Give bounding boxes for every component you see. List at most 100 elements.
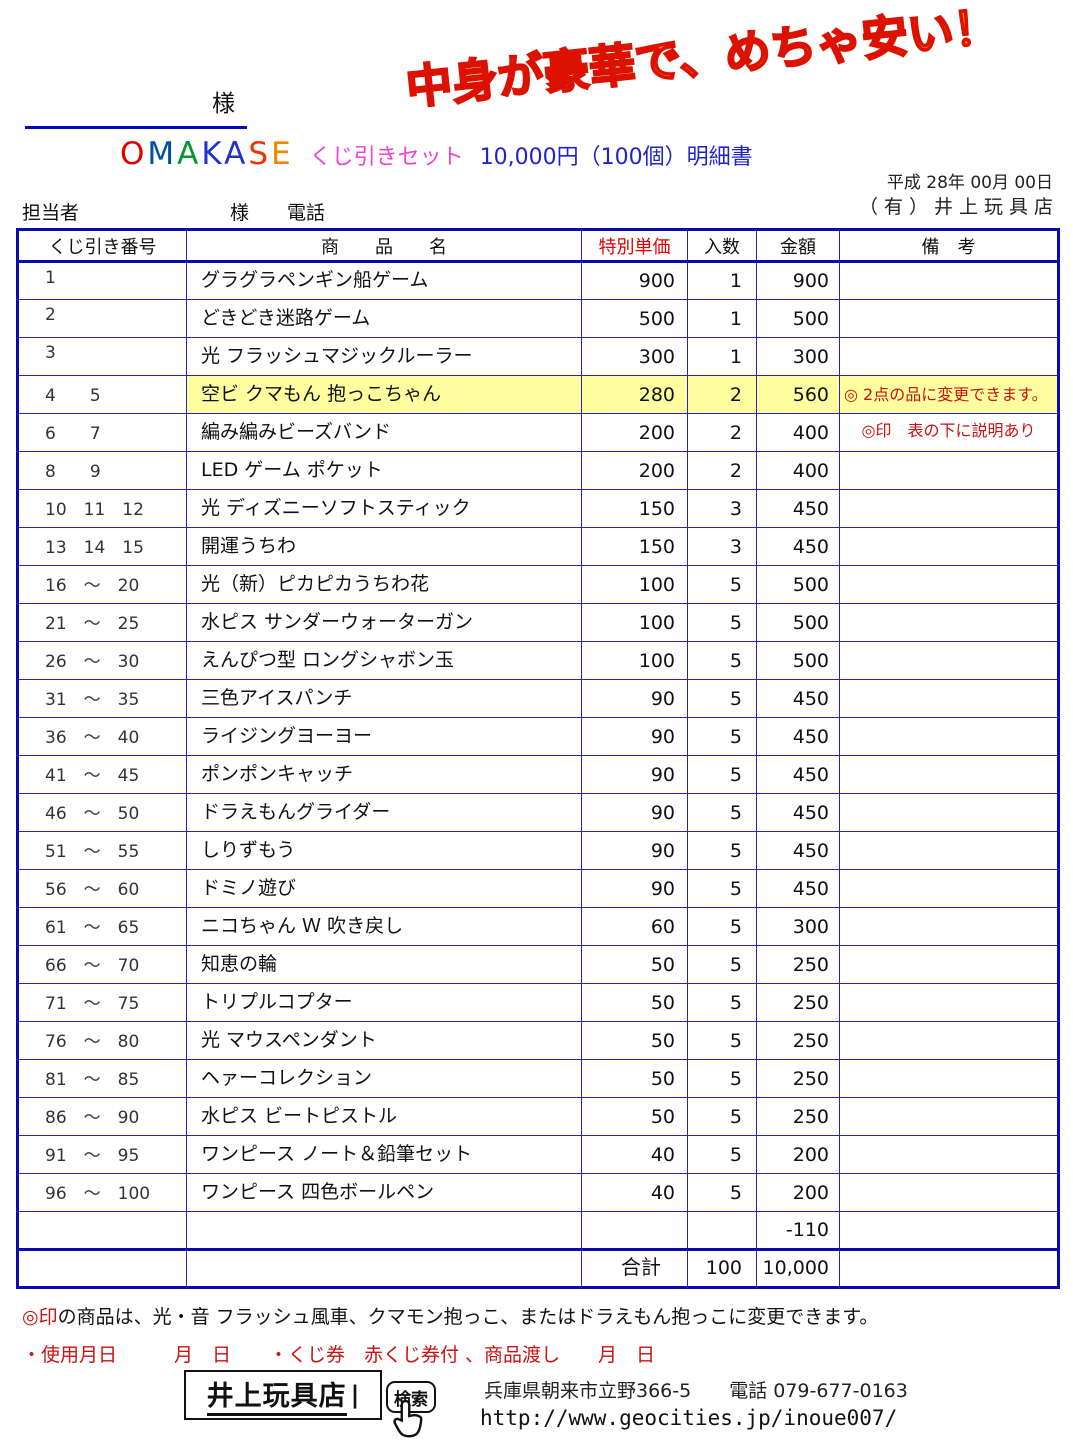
cell-remark (839, 261, 1059, 300)
cell-name: 空ビ クマもん 抱っこちゃん (186, 375, 582, 414)
cell-qty: 3 (687, 489, 757, 528)
table-row: 41 ～ 45 ポンポンキャッチ 90 5 450 (17, 755, 1059, 794)
cell-amt: 500 (756, 565, 840, 604)
cell-name: えんぴつ型 ロングシャボン玉 (186, 641, 582, 680)
brand-letter: K (201, 136, 225, 172)
cell-remark (839, 679, 1059, 718)
cell-amt: 450 (756, 755, 840, 794)
cell-no (17, 1211, 187, 1250)
cell-remark (839, 489, 1059, 528)
cell-qty: 2 (687, 375, 757, 414)
cell-qty: 2 (687, 451, 757, 490)
cell-qty: 2 (687, 413, 757, 452)
date-text: 平成 28年 00月 00日 (886, 173, 1053, 193)
cell-amt: 450 (756, 831, 840, 870)
cell-no: 76 ～ 80 (17, 1021, 187, 1060)
table-row: 56 ～ 60 ドミノ遊び 90 5 450 (17, 869, 1059, 908)
cell-price: 50 (581, 1021, 688, 1060)
cell-no: 2 (17, 299, 187, 338)
cell-no: 4 5 (17, 375, 187, 414)
cell-qty: 1 (687, 261, 757, 300)
cell-amt: 250 (756, 1059, 840, 1098)
cell-amt: 450 (756, 869, 840, 908)
cell-remark (839, 565, 1059, 604)
table-row: 66 ～ 70 知恵の輪 50 5 250 (17, 945, 1059, 984)
table-row: 71 ～ 75 トリプルコプター 50 5 250 (17, 983, 1059, 1022)
cell-amt: 300 (756, 337, 840, 376)
tel-label: 電話 (287, 202, 326, 224)
cell-no: 96 ～ 100 (17, 1173, 187, 1212)
cell-price: 40 (581, 1135, 688, 1174)
table-row: 81 ～ 85 ヘァーコレクション 50 5 250 (17, 1059, 1059, 1098)
cell-qty: 5 (687, 1059, 757, 1098)
cell-amt: 900 (756, 261, 840, 300)
cell-amt: 400 (756, 451, 840, 490)
cell-no: 26 ～ 30 (17, 641, 187, 680)
cell-remark (839, 755, 1059, 794)
set-label: くじ引きセット (309, 145, 464, 170)
address-text: 兵庫県朝来市立野366-5 電話 079-677-0163 (484, 1380, 908, 1402)
cell-no: 46 ～ 50 (17, 793, 187, 832)
cell-qty: 5 (687, 869, 757, 908)
cell-qty: 5 (687, 831, 757, 870)
url-text[interactable]: http://www.geocities.jp/inoue007/ (480, 1406, 898, 1430)
cell-qty: 5 (687, 679, 757, 718)
customer-name-suffix: 様 (212, 91, 235, 117)
note-change-text: の商品は、光・音 フラッシュ風車、クマモン抱っこ、またはドラえもん抱っこに変更で… (57, 1306, 879, 1328)
cell-price (581, 1211, 688, 1250)
cell-price: 90 (581, 755, 688, 794)
column-header-qty: 入数 (687, 229, 757, 263)
cell-name: LED ゲーム ポケット (186, 451, 582, 490)
table-row: 16 ～ 20 光（新）ピカピカうちわ花 100 5 500 (17, 565, 1059, 604)
cell-price: 200 (581, 413, 688, 452)
product-table: くじ引き番号 商 品 名 特別単価 入数 金額 備 考 1 グラグラペンギン船ゲー… (16, 228, 1060, 1289)
cell-amount: -110 (756, 1211, 840, 1250)
cell-no: 81 ～ 85 (17, 1059, 187, 1098)
brand-letter: M (147, 136, 178, 172)
cell-remark (839, 337, 1059, 376)
table-row: 10 11 12 光 ディズニーソフトスティック 150 3 450 (17, 489, 1059, 528)
cell-name: 光（新）ピカピカうちわ花 (186, 565, 582, 604)
cell-qty: 5 (687, 1021, 757, 1060)
note-usage: ・使用月日 月 日 ・くじ券 赤くじ券付 、商品渡し 月 日 (22, 1344, 656, 1366)
staff-suffix: 様 (230, 202, 250, 224)
note-change: ◎印の商品は、光・音 フラッシュ風車、クマモン抱っこ、またはドラえもん抱っこに変… (22, 1302, 878, 1329)
cell-amt: 300 (756, 907, 840, 946)
cell-name: 開運うちわ (186, 527, 582, 566)
table-row: 8 9 LED ゲーム ポケット 200 2 400 (17, 451, 1059, 490)
cell-qty: 1 (687, 337, 757, 376)
cell-name: ワンピース ノート＆鉛筆セット (186, 1135, 582, 1174)
cell-amt: 200 (756, 1135, 840, 1174)
cell-qty: 5 (687, 603, 757, 642)
cell-name: ワンピース 四色ボールペン (186, 1173, 582, 1212)
cell-name: しりずもう (186, 831, 582, 870)
cell-price: 900 (581, 261, 688, 300)
cell-qty: 3 (687, 527, 757, 566)
cell-name (186, 1248, 582, 1288)
document-title: OMAKASE くじ引きセット 10,000円（100個）明細書 (120, 136, 753, 172)
brand-letter: A (224, 136, 249, 172)
cell-price: 100 (581, 641, 688, 680)
cell-no: 8 9 (17, 451, 187, 490)
cell-no: 41 ～ 45 (17, 755, 187, 794)
cell-price: 280 (581, 375, 688, 414)
cell-amt: 500 (756, 641, 840, 680)
cell-no: 86 ～ 90 (17, 1097, 187, 1136)
table-row: 76 ～ 80 光 マウスペンダント 50 5 250 (17, 1021, 1059, 1060)
cell-remark (839, 603, 1059, 642)
cell-remark (839, 793, 1059, 832)
cell-amt: 200 (756, 1173, 840, 1212)
table-row: 96 ～ 100 ワンピース 四色ボールペン 40 5 200 (17, 1173, 1059, 1212)
cell-qty: 5 (687, 945, 757, 984)
cell-amt: 450 (756, 793, 840, 832)
table-row: 86 ～ 90 水ピス ビートピストル 50 5 250 (17, 1097, 1059, 1136)
adjustment-row: -110 (17, 1211, 1059, 1250)
cell-remark (839, 1097, 1059, 1136)
table-row: 21 ～ 25 水ピス サンダーウォーターガン 100 5 500 (17, 603, 1059, 642)
cell-price: 60 (581, 907, 688, 946)
cell-qty: 5 (687, 1173, 757, 1212)
cell-no: 61 ～ 65 (17, 907, 187, 946)
cell-amt: 250 (756, 945, 840, 984)
cell-qty: 5 (687, 793, 757, 832)
staff-label: 担当者 (22, 202, 80, 224)
